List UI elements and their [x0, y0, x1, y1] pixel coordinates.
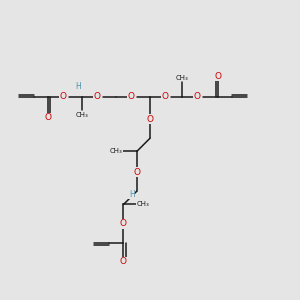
Text: O: O	[94, 92, 100, 101]
Text: O: O	[214, 72, 221, 81]
Text: O: O	[120, 257, 127, 266]
Text: O: O	[133, 168, 140, 177]
Text: O: O	[194, 92, 201, 101]
Text: O: O	[120, 219, 127, 228]
Text: H: H	[129, 190, 135, 199]
Text: CH₃: CH₃	[110, 148, 122, 154]
Text: CH₃: CH₃	[176, 75, 189, 81]
Text: O: O	[161, 92, 168, 101]
Text: O: O	[146, 115, 154, 124]
Text: CH₃: CH₃	[136, 202, 149, 208]
Text: CH₃: CH₃	[76, 112, 89, 118]
Text: O: O	[45, 113, 52, 122]
Text: H: H	[75, 82, 81, 91]
Text: O: O	[128, 92, 134, 101]
Text: O: O	[60, 92, 67, 101]
